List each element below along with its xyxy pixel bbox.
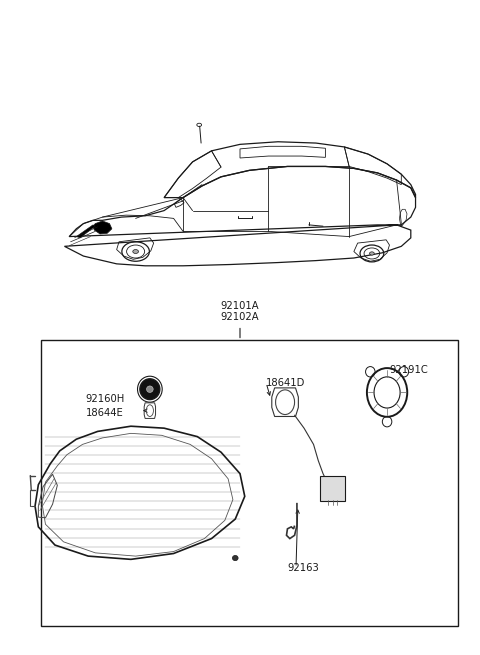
Text: 92160H: 92160H [86,394,125,404]
Text: 92101A: 92101A [221,301,259,311]
Ellipse shape [232,555,238,561]
Ellipse shape [133,250,138,253]
Ellipse shape [370,252,374,255]
FancyBboxPatch shape [41,341,458,626]
Ellipse shape [140,379,160,400]
FancyBboxPatch shape [320,476,345,501]
Text: 92102A: 92102A [221,312,259,322]
Ellipse shape [146,386,153,392]
Text: 92191C: 92191C [389,365,428,375]
Text: 18641D: 18641D [266,378,305,388]
Polygon shape [76,225,96,238]
Polygon shape [93,221,112,234]
Text: 92163: 92163 [288,563,319,572]
Text: 18644E: 18644E [86,408,123,419]
Ellipse shape [374,377,400,408]
